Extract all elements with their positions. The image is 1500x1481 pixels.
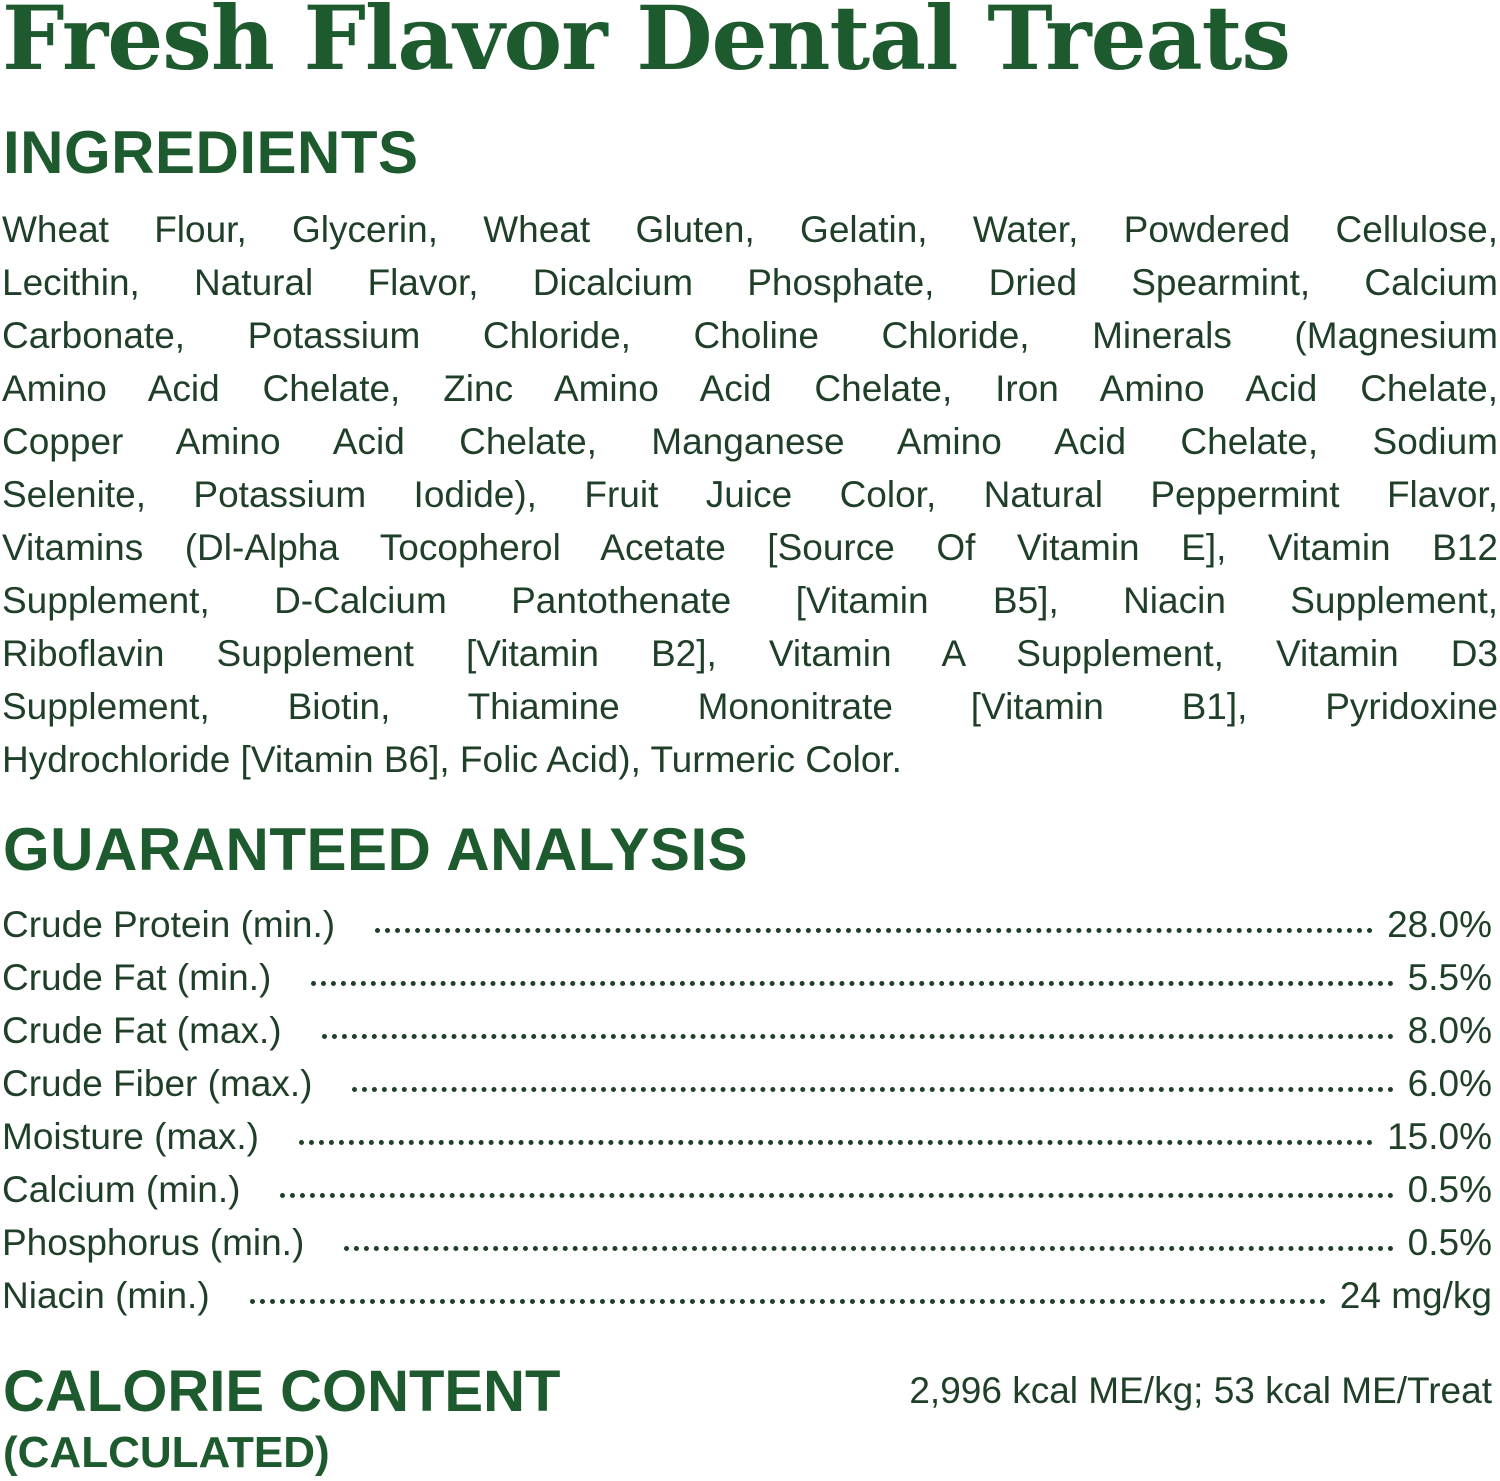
ingredients-list: Wheat Flour, Glycerin, Wheat Gluten, Gel… [2,203,1498,786]
dot-leader [321,1034,1394,1039]
analysis-label: Crude Protein (min.) [2,904,336,945]
analysis-row: Calcium (min.) 0.5% [2,1163,1492,1216]
ingredients-line: Vitamins (Dl-Alpha Tocopherol Acetate [S… [2,527,1498,568]
analysis-value: 15.0% [1387,1116,1492,1157]
analysis-row: Crude Fat (min.) 5.5% [2,951,1492,1004]
dot-leader [298,1140,1374,1145]
analysis-row: Crude Protein (min.) 28.0% [2,898,1492,951]
analysis-label: Phosphorus (min.) [2,1222,305,1263]
ingredients-heading: INGREDIENTS [3,119,419,186]
dot-leader [352,1087,1394,1092]
dot-leader [375,928,1374,933]
analysis-label: Crude Fat (max.) [2,1010,282,1051]
analysis-table: Crude Protein (min.) 28.0% Crude Fat (min.… [2,898,1492,1322]
analysis-value: 24 mg/kg [1339,1275,1492,1316]
analysis-value: 0.5% [1407,1169,1492,1210]
analysis-row: Moisture (max.) 15.0% [2,1110,1492,1163]
analysis-value: 5.5% [1407,957,1492,998]
analysis-row: Phosphorus (min.) 0.5% [2,1216,1492,1269]
ingredients-line: Supplement, Biotin, Thiamine Mononitrate… [2,686,1498,727]
dot-leader [344,1246,1394,1251]
calorie-content-value: 2,996 kcal ME/kg; 53 kcal ME/Treat [909,1370,1492,1411]
analysis-label: Crude Fat (min.) [2,957,272,998]
analysis-label: Calcium (min.) [2,1169,241,1210]
product-title: Fresh Flavor Dental Treats [2,0,1291,90]
analysis-row: Niacin (min.) 24 mg/kg [2,1269,1492,1322]
analysis-label: Crude Fiber (max.) [2,1063,313,1104]
guaranteed-analysis-heading: GUARANTEED ANALYSIS [3,816,749,883]
analysis-row: Crude Fiber (max.) 6.0% [2,1057,1492,1110]
ingredients-line: Carbonate, Potassium Chloride, Choline C… [2,315,1498,356]
dot-leader [249,1299,1326,1304]
analysis-value: 6.0% [1407,1063,1492,1104]
analysis-value: 8.0% [1407,1010,1492,1051]
ingredients-line: Lecithin, Natural Flavor, Dicalcium Phos… [2,262,1498,303]
ingredients-line: Amino Acid Chelate, Zinc Amino Acid Chel… [2,368,1498,409]
calorie-content-heading: CALORIE CONTENT [3,1359,561,1424]
dot-leader [311,981,1394,986]
analysis-value: 28.0% [1387,904,1492,945]
ingredients-line: Supplement, D-Calcium Pantothenate [Vita… [2,580,1498,621]
calorie-content-subheading: (CALCULATED) [3,1428,330,1477]
ingredients-line: Hydrochloride [Vitamin B6], Folic Acid),… [2,739,902,780]
dot-leader [280,1193,1394,1198]
ingredients-line: Wheat Flour, Glycerin, Wheat Gluten, Gel… [2,209,1498,250]
analysis-row: Crude Fat (max.) 8.0% [2,1004,1492,1057]
ingredients-line: Riboflavin Supplement [Vitamin B2], Vita… [2,633,1498,674]
ingredients-line: Selenite, Potassium Iodide), Fruit Juice… [2,474,1498,515]
analysis-value: 0.5% [1407,1222,1492,1263]
analysis-label: Niacin (min.) [2,1275,210,1316]
analysis-label: Moisture (max.) [2,1116,259,1157]
ingredients-line: Copper Amino Acid Chelate, Manganese Ami… [2,421,1498,462]
